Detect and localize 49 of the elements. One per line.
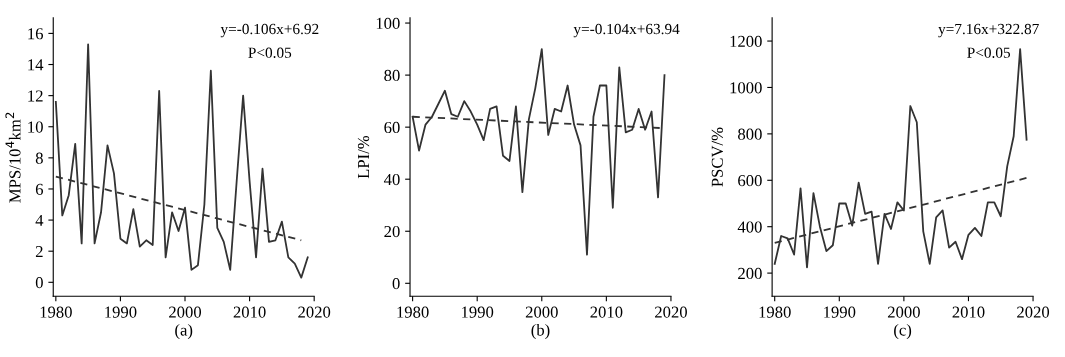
annotation: y=-0.104x+63.94: [573, 23, 680, 38]
x-axis-title: (a): [175, 323, 193, 340]
y-tick-label: 16: [28, 28, 44, 40]
annotation: y=7.16x+322.87: [938, 23, 1039, 38]
line-series: [773, 48, 1028, 269]
line-series: [54, 43, 309, 279]
x-tick-label: 2020: [655, 306, 687, 318]
y-tick-label: 40: [383, 173, 400, 186]
y-tick-label: 4: [35, 214, 44, 226]
y-tick-label: 200: [738, 267, 762, 280]
y-tick-label: 10: [28, 121, 43, 133]
y-tick-label: 14: [28, 59, 44, 71]
x-tick-label: 1980: [397, 306, 429, 318]
y-tick-label: 6: [35, 183, 44, 195]
y-axis-title: MPS/10$^{4}$km$^{2}$: [5, 112, 21, 203]
x-tick-label: 2020: [1017, 306, 1050, 318]
x-tick-label: 2010: [590, 306, 623, 318]
y-axis-title: LPI/%: [357, 135, 370, 179]
x-tick-label: 1990: [461, 306, 494, 318]
x-tick-label: 2010: [233, 306, 266, 318]
x-axis-title: (c): [894, 323, 912, 340]
x-axis-title: (b): [531, 323, 550, 340]
y-tick-label: 8: [35, 152, 43, 164]
y-tick-label: 1000: [730, 82, 762, 94]
y-tick-label: 0: [392, 278, 400, 290]
y-tick-label: 1200: [730, 35, 762, 47]
x-tick-label: 2020: [298, 306, 331, 318]
y-axis-title: PSCV/%: [711, 127, 723, 187]
y-tick-label: 20: [384, 225, 400, 238]
x-tick-label: 2000: [887, 306, 920, 318]
y-tick-label: 0: [35, 277, 43, 289]
x-tick-label: 1980: [40, 306, 72, 318]
y-tick-label: 800: [738, 128, 762, 140]
y-tick-label: 60: [384, 121, 400, 134]
y-tick-label: 600: [738, 174, 762, 187]
x-tick-label: 1990: [105, 306, 137, 318]
y-tick-label: 12: [28, 90, 43, 102]
y-tick-label: 2: [35, 245, 43, 257]
annotation: P<0.05: [967, 47, 1011, 58]
x-tick-label: 2010: [952, 306, 985, 318]
y-tick-label: 400: [737, 221, 762, 233]
x-tick-label: 2000: [525, 306, 558, 318]
x-tick-label: 1980: [759, 306, 791, 318]
y-tick-label: 80: [384, 69, 400, 82]
x-tick-label: 2000: [169, 306, 202, 318]
annotation: y=-0.106x+6.92: [220, 23, 319, 38]
annotation: P<0.05: [248, 47, 292, 58]
y-tick-label: 100: [376, 17, 400, 29]
x-tick-label: 1990: [824, 306, 856, 318]
